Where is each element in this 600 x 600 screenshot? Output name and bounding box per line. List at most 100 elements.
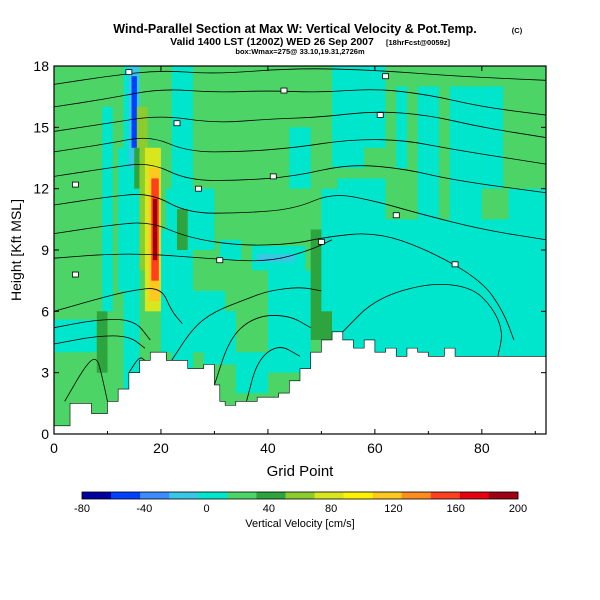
colorbar-swatch-6 — [256, 492, 286, 499]
contour-label-4 — [376, 112, 384, 118]
velocity-cell-24 — [235, 352, 268, 394]
contour-label-12 — [71, 271, 79, 278]
colorbar-swatch-7 — [285, 492, 315, 499]
theta-contour-1 — [54, 89, 546, 116]
velocity-cell-14 — [160, 229, 172, 353]
velocity-cell-23 — [203, 311, 236, 365]
velocity-cell-3 — [118, 147, 124, 291]
theta-contour-0 — [54, 68, 546, 85]
theta-contour-2 — [54, 111, 546, 138]
theta-contour-9 — [54, 319, 151, 341]
colorbar-frame — [81, 491, 519, 500]
velocity-cell-13 — [152, 198, 158, 261]
theta-contour-15 — [246, 347, 301, 402]
colorbar-swatch-0 — [82, 492, 112, 499]
contour-label-6 — [194, 185, 202, 192]
y-tick-label: 15 — [33, 119, 49, 135]
contour-label-9 — [317, 238, 325, 245]
x-tick-label: 60 — [367, 440, 383, 456]
x-axis: 0 20 40 60 80 — [50, 66, 536, 456]
velocity-cell-19 — [219, 239, 242, 261]
velocity-cell-32 — [417, 86, 440, 230]
colorbar-label: Vertical Velocity [cm/s] — [245, 518, 354, 530]
contour-label-7 — [269, 173, 277, 180]
velocity-cell-39 — [96, 311, 108, 373]
contour-label-8 — [392, 212, 400, 219]
velocity-cell-37 — [396, 86, 407, 169]
y-tick-label: 6 — [41, 303, 49, 319]
theta-contour-14 — [214, 315, 311, 386]
velocity-cell-8 — [136, 106, 148, 148]
theta-contour-11 — [64, 358, 108, 402]
y-axis-label: Height [Kft MSL] — [8, 199, 24, 301]
theta-contour-8 — [54, 288, 183, 324]
colorbar-tick-label: 120 — [384, 503, 402, 515]
velocity-cell-31 — [385, 270, 407, 312]
chart-subtitle-box: box:Wmax=275@ 33.10,19.31,2726m — [235, 47, 365, 56]
velocity-cell-7 — [134, 147, 140, 189]
colorbar-swatch-1 — [111, 492, 141, 499]
colorbar-tick-label: 0 — [204, 503, 210, 515]
chart-subtitle: Valid 1400 LST (1200Z) WED 26 Sep 2007 — [170, 36, 374, 48]
y-tick-label: 0 — [41, 426, 49, 442]
colorbar-tick-label: -40 — [136, 503, 152, 515]
velocity-cell-18 — [193, 188, 215, 250]
colorbar-tick-label: -80 — [74, 503, 90, 515]
velocity-cell-2 — [102, 106, 113, 312]
colorbar-swatch-9 — [343, 492, 373, 499]
theta-contour-4 — [54, 163, 546, 194]
contour-label-11 — [451, 261, 459, 268]
chart-title: Wind-Parallel Section at Max W: Vertical… — [113, 22, 476, 36]
colorbar-swatch-2 — [140, 492, 170, 499]
theta-contour-10 — [54, 335, 146, 349]
velocity-cell-33 — [449, 86, 482, 230]
chart-subtitle-note: [18hrFcst@0059z] — [386, 38, 451, 47]
theta-contour-3 — [54, 137, 546, 165]
colorbar-swatch-14 — [488, 492, 519, 499]
contour-label-5 — [71, 181, 79, 188]
colorbar-tick-label: 160 — [447, 503, 465, 515]
plot-area — [54, 66, 546, 434]
colorbar-swatch-13 — [459, 492, 490, 499]
theta-contour-12 — [128, 357, 146, 373]
velocity-cell-21 — [257, 254, 295, 263]
velocity-cell-6 — [131, 76, 137, 148]
contour-label-10 — [216, 257, 224, 264]
colorbar-tick-label: 80 — [325, 503, 337, 515]
theta-contour-5 — [54, 194, 546, 241]
velocity-cell-30 — [332, 66, 365, 169]
velocity-cell-34 — [481, 86, 504, 189]
contour-label-3 — [173, 120, 181, 127]
velocity-cell-17 — [177, 209, 188, 250]
y-axis: 0 3 6 9 12 15 18 — [33, 58, 546, 442]
colorbar-swatch-10 — [372, 492, 403, 499]
x-tick-label: 80 — [474, 440, 490, 456]
colorbar-swatch-12 — [430, 492, 461, 499]
x-tick-label: 0 — [50, 440, 58, 456]
colorbar-swatch-5 — [227, 492, 257, 499]
colorbar-tick-label: 200 — [509, 503, 527, 515]
colorbar: -80 -40 0 40 80 120 160 200 — [74, 491, 527, 515]
colorbar-swatch-3 — [169, 492, 199, 499]
colorbar-swatch-8 — [314, 492, 344, 499]
chart-title-units: (C) — [512, 26, 523, 35]
terrain-mask — [54, 331, 546, 434]
contour-labels — [71, 69, 459, 278]
terrain-shape — [54, 331, 546, 434]
velocity-cell-1 — [54, 319, 97, 353]
velocity-cell-38 — [289, 127, 311, 189]
velocity-cell-25 — [267, 270, 311, 373]
theta-contour-16 — [342, 283, 502, 357]
colorbar-swatch-11 — [401, 492, 432, 499]
colorbar-swatch-4 — [198, 492, 228, 499]
y-tick-label: 9 — [41, 242, 49, 258]
y-tick-label: 12 — [33, 181, 49, 197]
contour-label-2 — [382, 73, 389, 80]
colorbar-tick-label: 40 — [263, 503, 275, 515]
potential-temperature-contours — [54, 68, 546, 402]
x-axis-label: Grid Point — [267, 463, 335, 480]
contour-label-1 — [280, 87, 288, 94]
contour-label-0 — [125, 69, 133, 76]
y-tick-label: 18 — [33, 58, 49, 74]
